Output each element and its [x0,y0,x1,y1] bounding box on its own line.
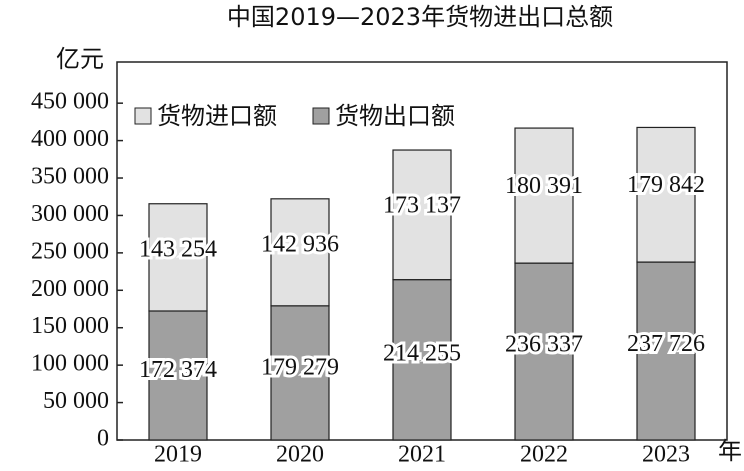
value-label: 172 374 [139,357,217,383]
legend-swatch [312,107,330,125]
value-label: 173 137 [383,193,461,219]
x-tick-label: 2022 [520,442,568,468]
bar-segment [270,305,330,441]
bar-segment [392,279,452,441]
bar-segment [392,149,452,281]
value-label: 214 255 [383,341,461,367]
bar-segment [148,203,208,312]
x-tick-label: 2023 [642,442,690,468]
y-axis-label: 亿元 [56,45,104,73]
x-tick-label: 2021 [398,442,446,468]
value-label: 142 936 [261,231,339,257]
bar-segment [636,126,696,263]
value-label: 179 842 [627,172,705,198]
bar-segment [148,310,208,441]
y-tick-label: 150 000 [31,313,109,339]
y-tick-label: 0 [97,426,109,452]
legend-label: 货物出口额 [335,102,455,130]
legend-label: 货物进口额 [157,102,277,130]
y-tick-label: 400 000 [31,126,109,152]
bar-segment [514,127,574,264]
x-axis-label: 年 [718,437,742,465]
bar-segment [514,262,574,441]
chart-title: 中国2019—2023年货物进出口总额 [227,3,613,31]
y-tick-label: 100 000 [31,351,109,377]
x-tick-label: 2019 [154,442,202,468]
y-tick-label: 250 000 [31,238,109,264]
bar-segment [636,261,696,441]
y-tick-label: 200 000 [31,276,109,302]
y-tick-label: 450 000 [31,89,109,115]
bar-segment [270,198,330,307]
legend-swatch [134,107,152,125]
value-label: 236 337 [505,332,583,358]
value-label: 179 279 [261,354,339,380]
value-label: 237 726 [627,331,705,357]
x-tick-label: 2020 [276,442,324,468]
y-tick-label: 50 000 [43,388,109,414]
y-tick-label: 350 000 [31,164,109,190]
y-tick-label: 300 000 [31,201,109,227]
value-label: 143 254 [139,236,217,262]
value-label: 180 391 [505,173,583,199]
